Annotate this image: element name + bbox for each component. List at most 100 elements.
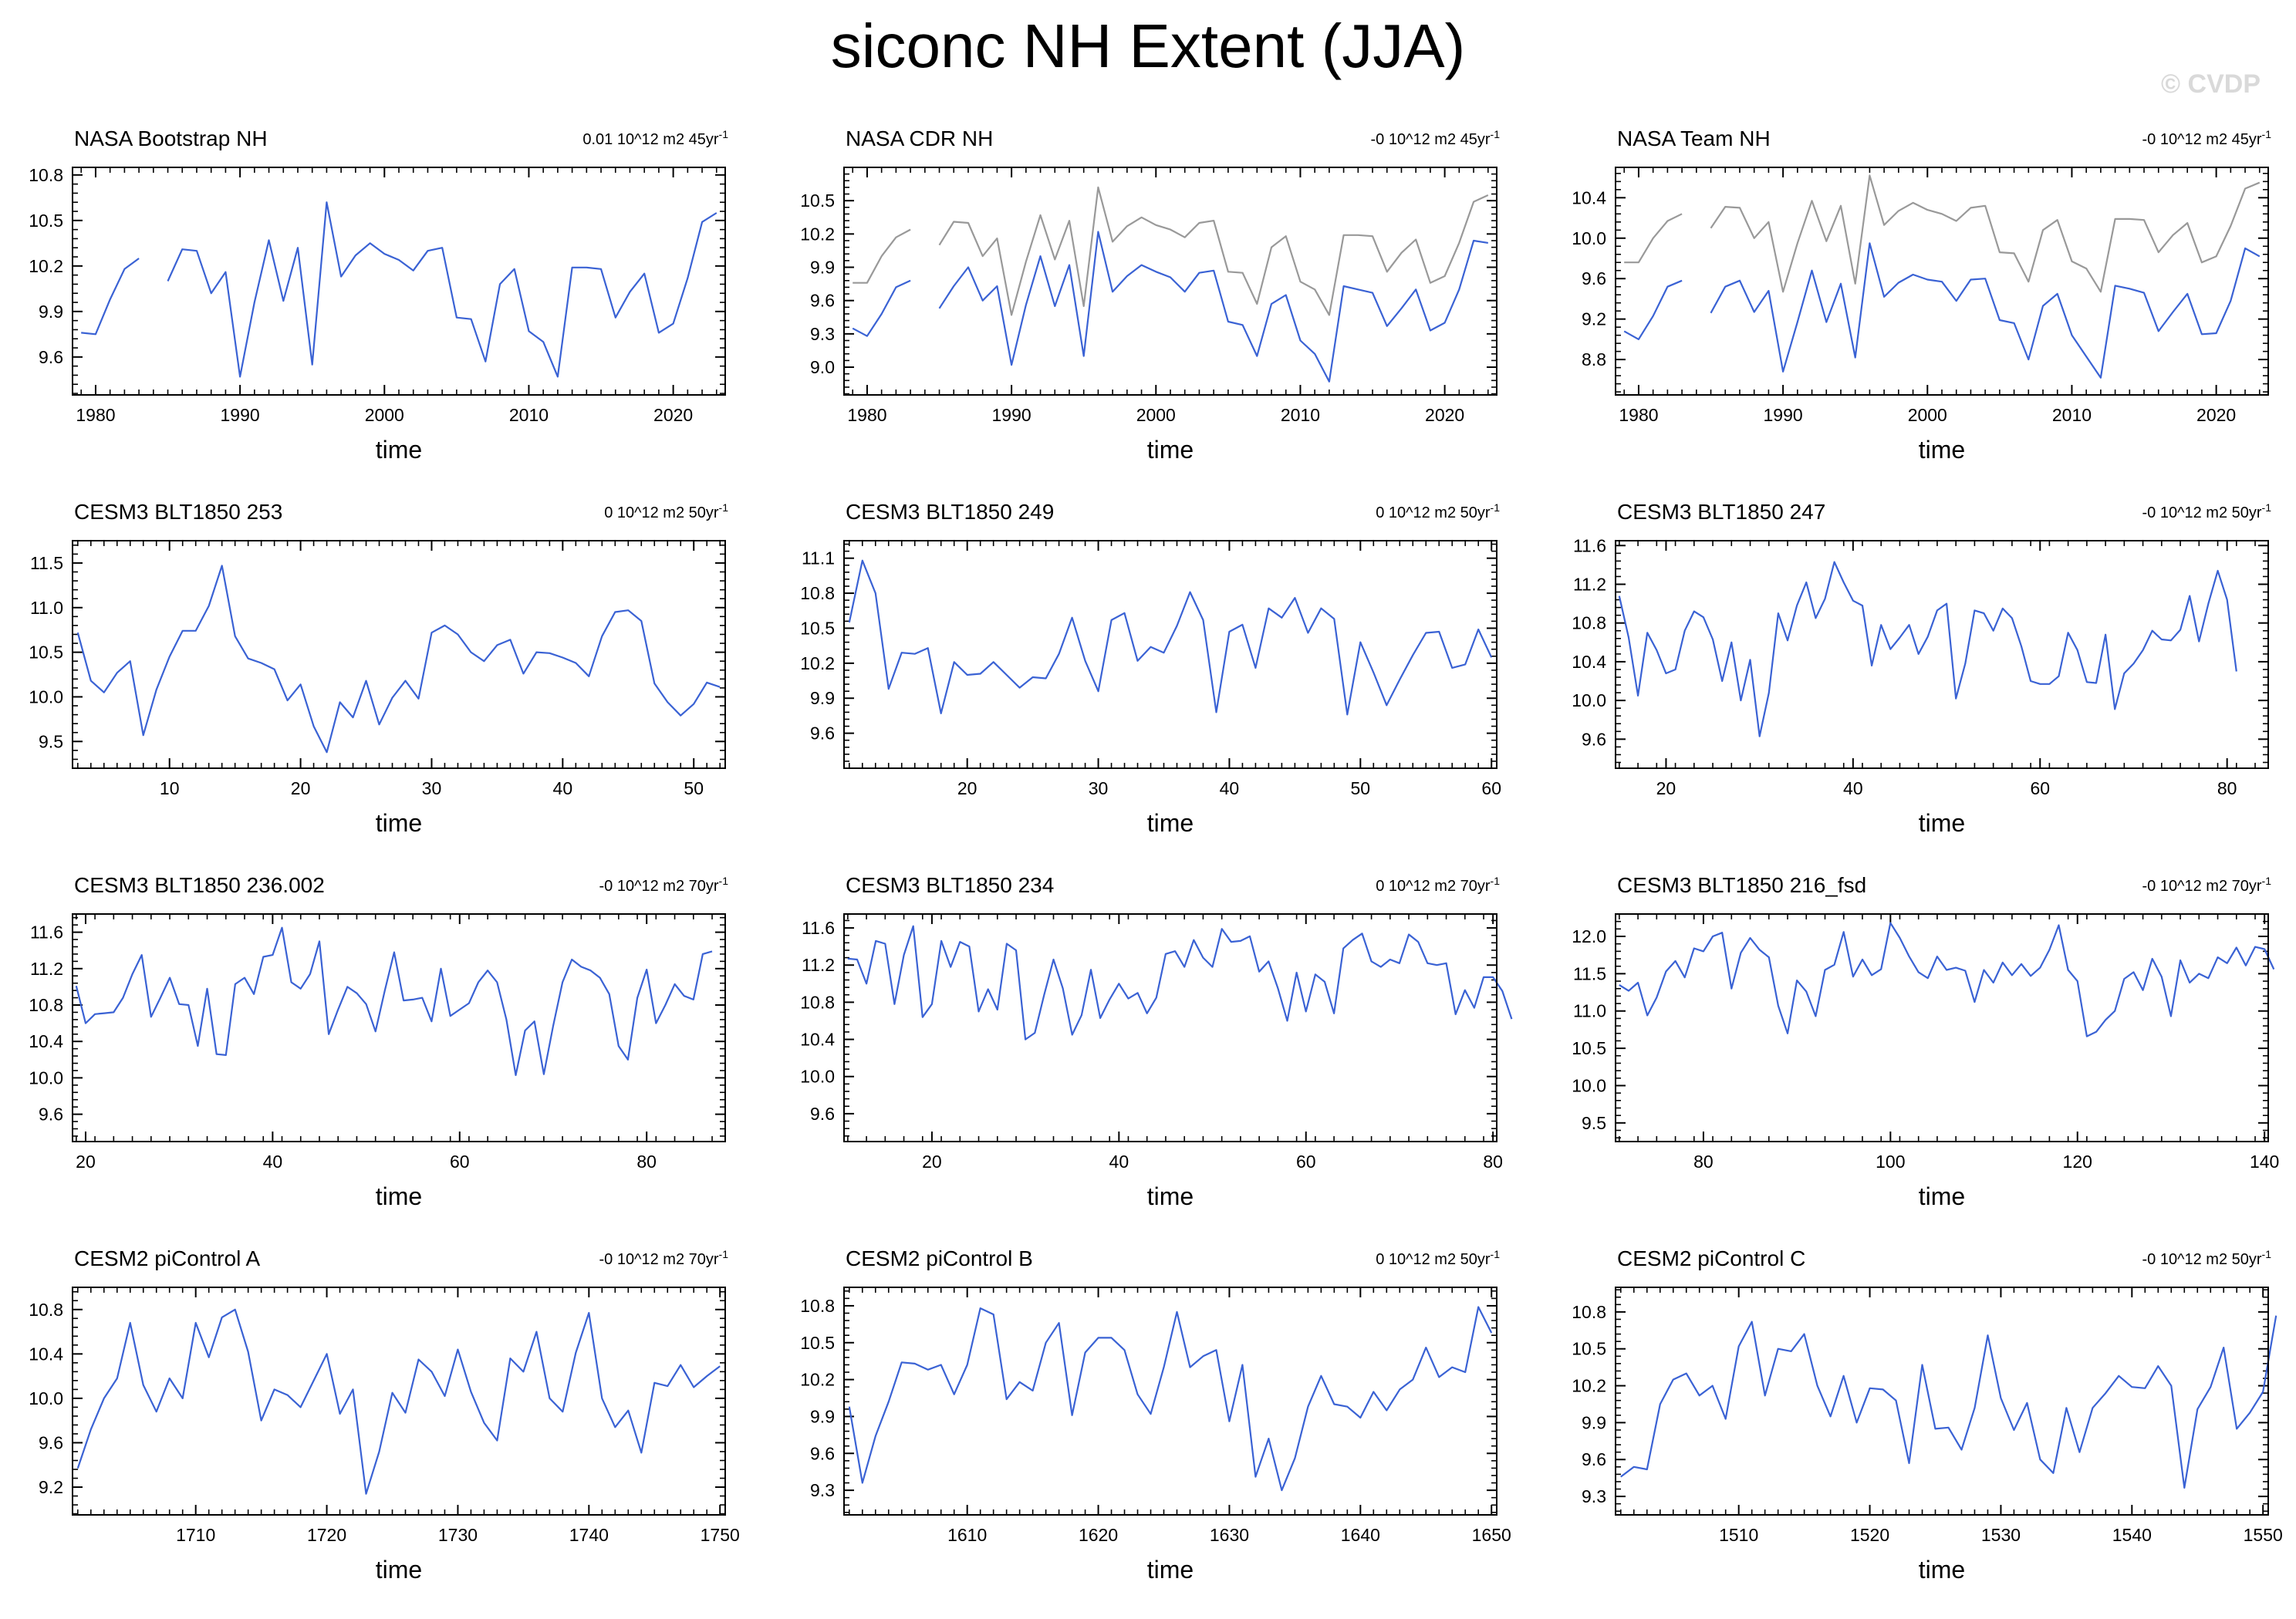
- chart-title: CESM3 BLT1850 253: [74, 500, 282, 524]
- trend-value: -0 10^12 m2 70yr: [599, 878, 719, 895]
- y-tick-label: 10.4: [1572, 652, 1606, 672]
- x-tick-label: 100: [1876, 1152, 1905, 1172]
- chart-title: CESM3 BLT1850 249: [846, 500, 1054, 524]
- trend-value: 0 10^12 m2 70yr: [1376, 878, 1491, 895]
- plot-frame: [1615, 167, 2269, 396]
- x-tick-label: 20: [1656, 778, 1676, 798]
- trend-exponent: -1: [2262, 128, 2272, 140]
- trend-value: -0 10^12 m2 70yr: [599, 1251, 719, 1268]
- series-line-1: [76, 1308, 721, 1495]
- y-tick-label: 10.2: [800, 653, 835, 673]
- x-axis-label: time: [376, 809, 422, 837]
- x-tick-label: 2010: [509, 405, 549, 425]
- trend-value: 0.01 10^12 m2 45yr: [582, 131, 719, 148]
- y-tick-label: 9.5: [1582, 1113, 1606, 1133]
- trend-label: -0 10^12 m2 45yr-1: [2142, 128, 2272, 148]
- y-tick-label: 10.0: [1572, 228, 1606, 248]
- x-tick-label: 80: [1483, 1152, 1503, 1172]
- y-tick-label: 10.0: [800, 1067, 835, 1087]
- y-tick-label: 10.8: [800, 1296, 835, 1316]
- y-tick-label: 11.6: [802, 918, 835, 938]
- x-tick-label: 2020: [1425, 405, 1464, 425]
- x-tick-label: 1750: [701, 1525, 740, 1545]
- y-tick-label: 9.3: [810, 324, 835, 344]
- trend-value: -0 10^12 m2 45yr: [2142, 131, 2262, 148]
- x-axis-label: time: [1147, 809, 1194, 837]
- y-tick-label: 10.4: [800, 1030, 835, 1050]
- y-tick-label: 9.0: [810, 357, 835, 377]
- plot-frame: [1615, 913, 2269, 1142]
- x-tick-label: 40: [1220, 778, 1240, 798]
- x-axis-label: time: [1919, 436, 1965, 464]
- y-tick-label: 10.5: [800, 1333, 835, 1353]
- y-tick-label: 10.5: [29, 211, 63, 231]
- y-tick-label: 10.5: [800, 191, 835, 211]
- y-tick-label: 11.6: [1573, 535, 1606, 555]
- trend-label: -0 10^12 m2 70yr-1: [2142, 875, 2272, 895]
- y-tick-label: 10.2: [1572, 1376, 1606, 1396]
- chart-title: NASA Bootstrap NH: [74, 126, 268, 150]
- plot-frame: [1615, 1287, 2269, 1516]
- x-axis-label: time: [1919, 809, 1965, 837]
- trend-value: -0 10^12 m2 70yr: [2142, 878, 2262, 895]
- x-tick-label: 10: [160, 778, 180, 798]
- chart-title: CESM3 BLT1850 247: [1617, 500, 1825, 524]
- trend-exponent: -1: [2262, 501, 2272, 514]
- chart-panel-11: CESM2 piControl B 0 10^12 m2 50yr-1 1610 16…: [800, 1246, 1511, 1584]
- x-tick-label: 20: [76, 1152, 96, 1172]
- x-tick-label: 30: [422, 778, 442, 798]
- trend-value: 0 10^12 m2 50yr: [604, 504, 719, 521]
- y-tick-label: 11.1: [802, 548, 835, 568]
- trend-value: -0 10^12 m2 50yr: [2142, 504, 2262, 521]
- y-tick-label: 10.4: [1572, 187, 1606, 207]
- trend-exponent: -1: [1491, 1248, 1501, 1260]
- series-line-1: [1624, 174, 2261, 293]
- trend-label: -0 10^12 m2 70yr-1: [599, 875, 729, 895]
- y-tick-label: 9.6: [810, 723, 835, 744]
- y-tick-label: 11.6: [30, 922, 63, 943]
- y-tick-label: 9.2: [39, 1477, 63, 1497]
- trend-label: 0 10^12 m2 50yr-1: [1376, 501, 1500, 521]
- trend-label: -0 10^12 m2 50yr-1: [2142, 1248, 2272, 1268]
- x-tick-label: 1520: [1850, 1525, 1889, 1545]
- y-tick-label: 9.6: [39, 1105, 63, 1125]
- x-axis-label: time: [1919, 1182, 1965, 1210]
- x-tick-label: 60: [2030, 778, 2050, 798]
- trend-exponent: -1: [719, 1248, 729, 1260]
- trend-exponent: -1: [719, 875, 729, 887]
- y-tick-label: 9.9: [39, 302, 63, 322]
- x-tick-label: 1550: [2244, 1525, 2283, 1545]
- trend-value: -0 10^12 m2 50yr: [2142, 1251, 2262, 1268]
- credit-watermark: © CVDP: [2161, 69, 2261, 99]
- x-tick-label: 1620: [1079, 1525, 1118, 1545]
- y-tick-label: 10.5: [1572, 1038, 1606, 1058]
- x-tick-label: 1630: [1210, 1525, 1249, 1545]
- y-tick-label: 9.6: [1582, 268, 1606, 288]
- trend-label: -0 10^12 m2 50yr-1: [2142, 501, 2272, 521]
- y-tick-label: 10.8: [29, 165, 63, 185]
- x-tick-label: 20: [957, 778, 977, 798]
- plot-frame: [1615, 540, 2269, 769]
- chart-title: CESM2 piControl C: [1617, 1246, 1805, 1270]
- trend-exponent: -1: [1491, 128, 1501, 140]
- series-line-1: [81, 201, 718, 378]
- chart-panel-10: CESM2 piControl A -0 10^12 m2 70yr-1 1710 1…: [29, 1246, 740, 1584]
- x-tick-label: 1980: [847, 405, 886, 425]
- x-tick-label: 1980: [76, 405, 115, 425]
- chart-panel-1: NASA Bootstrap NH 0.01 10^12 m2 45yr-1 198…: [29, 126, 728, 464]
- x-tick-label: 40: [553, 778, 573, 798]
- trend-exponent: -1: [1491, 875, 1501, 887]
- y-tick-label: 10.8: [29, 995, 63, 1015]
- x-tick-label: 2000: [1136, 405, 1176, 425]
- x-tick-label: 1610: [947, 1525, 987, 1545]
- x-tick-label: 2010: [1281, 405, 1320, 425]
- y-tick-label: 9.9: [810, 258, 835, 278]
- x-tick-label: 1990: [1764, 405, 1803, 425]
- trend-value: 0 10^12 m2 50yr: [1376, 504, 1491, 521]
- series-line-1: [1620, 1315, 2277, 1489]
- trend-exponent: -1: [2262, 1248, 2272, 1260]
- y-tick-label: 9.3: [1582, 1486, 1606, 1506]
- y-tick-label: 11.0: [1573, 1001, 1606, 1021]
- x-tick-label: 80: [2217, 778, 2237, 798]
- plot-frame: [843, 1287, 1497, 1516]
